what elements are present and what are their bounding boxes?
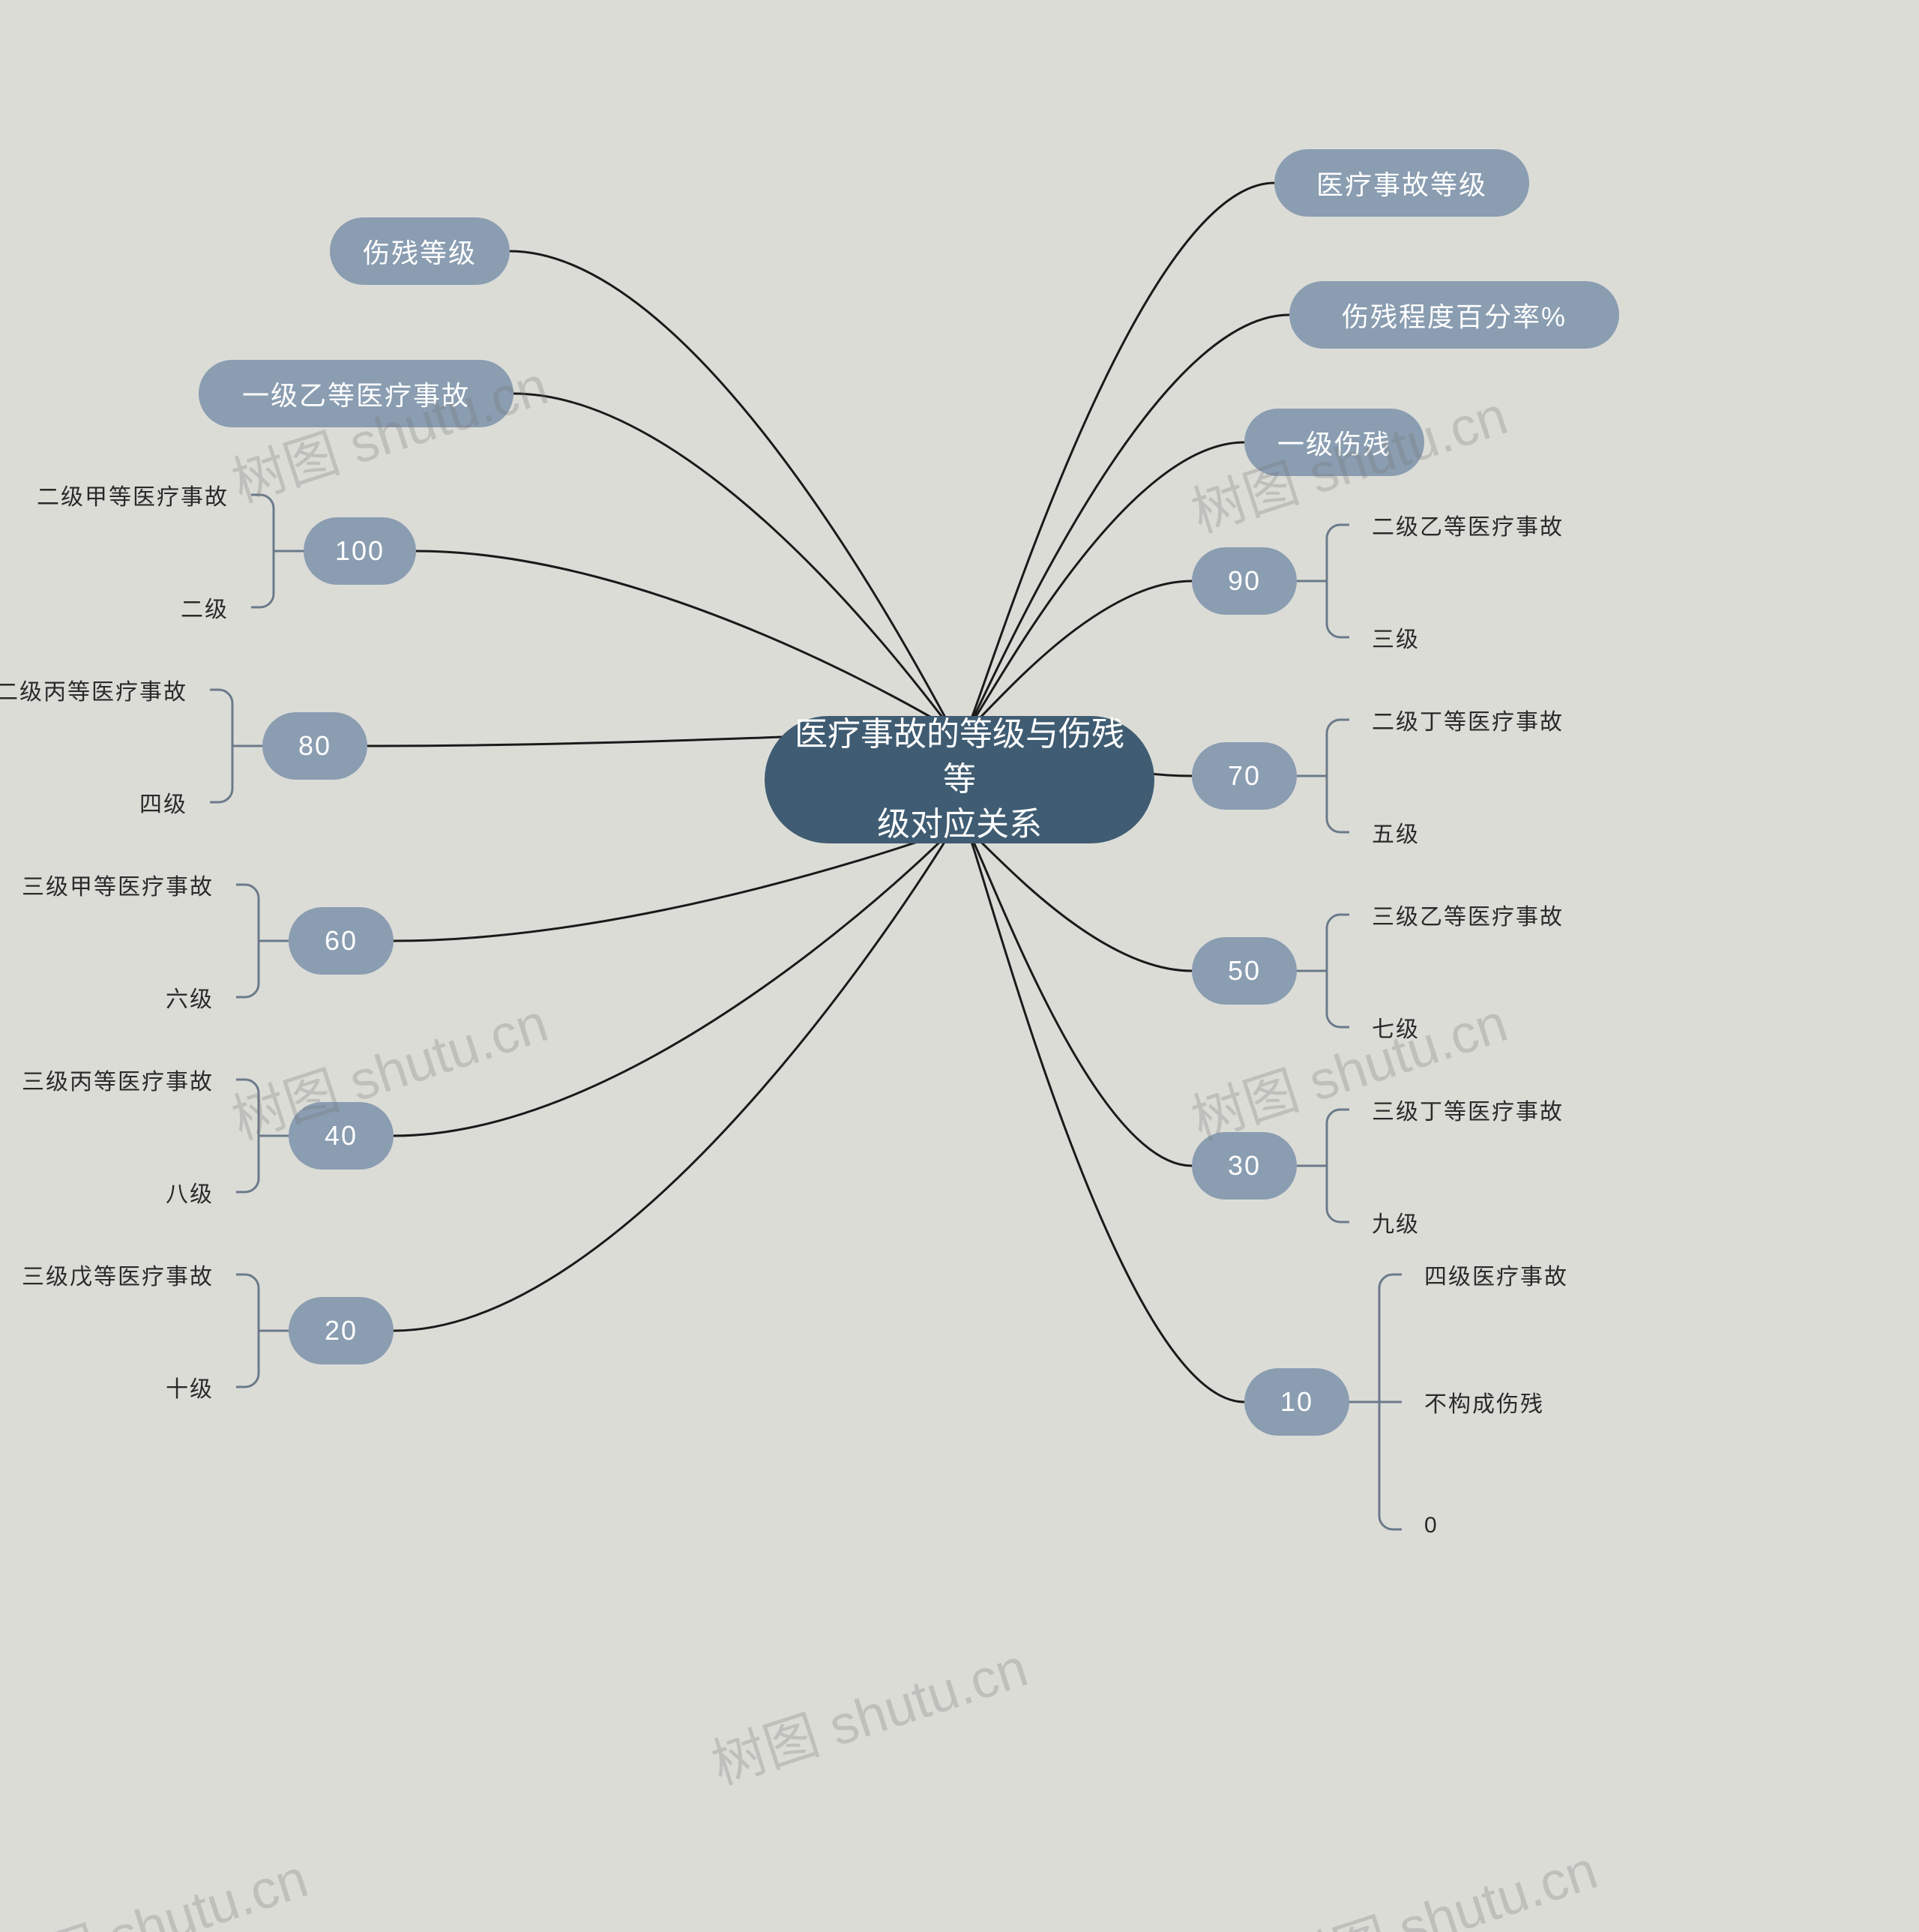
center-node: 医疗事故的等级与伤残等 级对应关系 xyxy=(765,716,1154,843)
branch-node: 60 xyxy=(289,907,394,975)
leaf-label: 三级 xyxy=(1372,621,1420,654)
leaf-label: 十级 xyxy=(166,1370,214,1403)
branch-node: 30 xyxy=(1192,1132,1297,1200)
leaf-label: 二级丁等医疗事故 xyxy=(1372,703,1564,736)
leaf-label: 二级甲等医疗事故 xyxy=(37,478,229,511)
branch-node: 一级伤残 xyxy=(1244,409,1424,476)
leaf-label: 三级乙等医疗事故 xyxy=(1372,898,1564,931)
leaf-label: 三级丙等医疗事故 xyxy=(22,1063,214,1096)
branch-node: 一级乙等医疗事故 xyxy=(199,360,513,427)
watermark: 树图 shutu.cn xyxy=(1270,1826,1605,1932)
leaf-label: 二级丙等医疗事故 xyxy=(0,673,187,706)
leaf-label: 四级医疗事故 xyxy=(1424,1258,1568,1291)
watermark: 图 shutu.cn xyxy=(32,1834,316,1932)
branch-node: 80 xyxy=(262,712,367,780)
leaf-label: 五级 xyxy=(1372,816,1420,849)
leaf-label: 七级 xyxy=(1372,1011,1420,1044)
branch-node: 伤残程度百分率% xyxy=(1289,281,1619,349)
watermark: 树图 shutu.cn xyxy=(700,1623,1035,1799)
leaf-label: 三级丁等医疗事故 xyxy=(1372,1093,1564,1126)
leaf-label: 三级戊等医疗事故 xyxy=(22,1258,214,1291)
leaf-label: 三级甲等医疗事故 xyxy=(22,868,214,901)
leaf-label: 八级 xyxy=(166,1176,214,1209)
leaf-label: 不构成伤残 xyxy=(1424,1385,1544,1418)
branch-node: 70 xyxy=(1192,742,1297,810)
branch-node: 伤残等级 xyxy=(330,217,510,285)
edge-layer xyxy=(0,0,1919,1932)
leaf-label: 0 xyxy=(1424,1513,1439,1538)
leaf-label: 四级 xyxy=(139,786,187,819)
branch-node: 40 xyxy=(289,1102,394,1170)
branch-node: 20 xyxy=(289,1297,394,1364)
branch-node: 10 xyxy=(1244,1368,1349,1436)
leaf-label: 二级乙等医疗事故 xyxy=(1372,508,1564,541)
leaf-label: 二级 xyxy=(181,591,229,624)
watermark: 树图 shutu.cn xyxy=(1180,978,1515,1155)
leaf-label: 九级 xyxy=(1372,1206,1420,1239)
branch-node: 医疗事故等级 xyxy=(1274,149,1529,217)
branch-node: 50 xyxy=(1192,937,1297,1005)
branch-node: 90 xyxy=(1192,547,1297,615)
branch-node: 100 xyxy=(304,517,416,585)
leaf-label: 六级 xyxy=(166,981,214,1014)
